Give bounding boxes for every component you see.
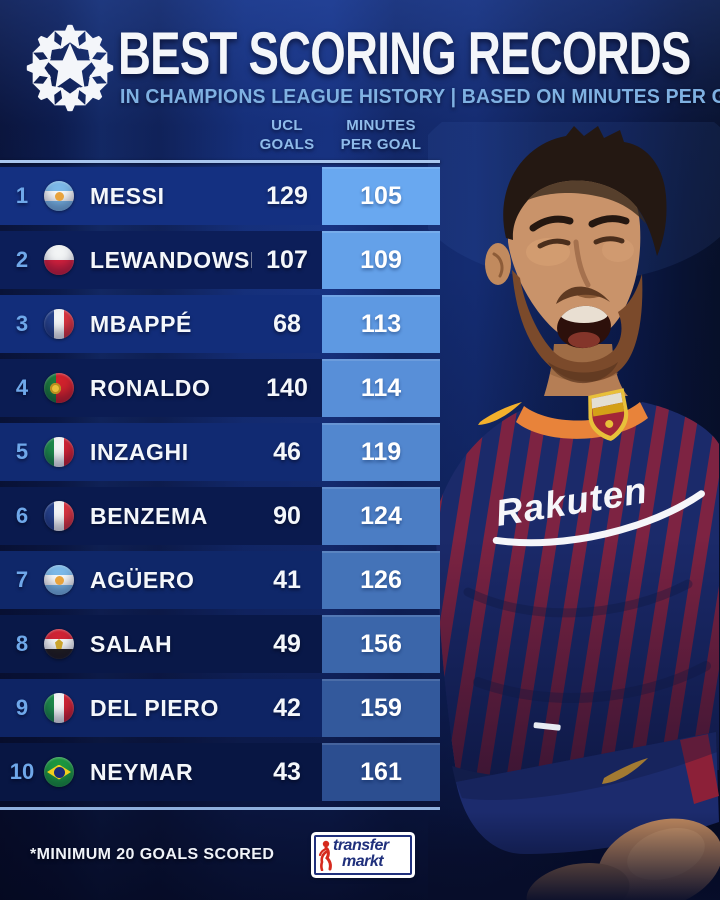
minutes-per-goal-value: 126 bbox=[322, 551, 440, 609]
minutes-per-goal-value: 113 bbox=[322, 295, 440, 353]
player-name: NEYMAR bbox=[90, 758, 194, 785]
player-name: BENZEMA bbox=[90, 502, 208, 529]
column-headers: UCL GOALS MINUTES PER GOAL bbox=[0, 116, 440, 154]
rank-number: 5 bbox=[15, 439, 29, 464]
player-name: MBAPPÉ bbox=[90, 310, 193, 337]
transfermarkt-word-top: transfer bbox=[333, 837, 389, 854]
country-flag-icon bbox=[44, 629, 74, 659]
ucl-goals-value: 42 bbox=[273, 693, 301, 722]
minutes-per-goal-value: 105 bbox=[322, 167, 440, 225]
country-flag-icon bbox=[44, 693, 74, 723]
table-row: 1 MESSI 129 105 bbox=[0, 167, 440, 225]
player-name: SALAH bbox=[90, 630, 173, 657]
rank-number: 4 bbox=[15, 375, 29, 400]
player-name: RONALDO bbox=[90, 374, 211, 401]
page-title: BEST SCORING RECORDS bbox=[118, 20, 691, 87]
ucl-goals-value: 107 bbox=[266, 245, 308, 274]
country-flag-icon bbox=[44, 181, 74, 211]
player-name: MESSI bbox=[90, 182, 165, 209]
records-rows: 1 MESSI 129 105 2 LEWANDOWSKI 107 109 3 … bbox=[0, 167, 440, 801]
player-name: AGÜERO bbox=[90, 566, 195, 593]
ucl-goals-value: 129 bbox=[266, 181, 308, 210]
rank-number: 6 bbox=[15, 503, 29, 528]
minutes-per-goal-value: 161 bbox=[322, 743, 440, 801]
transfermarkt-player-icon bbox=[318, 840, 332, 871]
ucl-goals-value: 43 bbox=[273, 757, 301, 786]
minutes-per-goal-value: 109 bbox=[322, 231, 440, 289]
table-row: 3 MBAPPÉ 68 113 bbox=[0, 295, 440, 353]
shirt-sponsor-text: Rakuten bbox=[493, 469, 651, 533]
minutes-per-goal-value: 159 bbox=[322, 679, 440, 737]
rank-number: 1 bbox=[15, 183, 29, 208]
messi-photo: Rakuten bbox=[428, 122, 720, 900]
ucl-goals-value: 90 bbox=[273, 501, 301, 530]
rank-number: 3 bbox=[15, 311, 29, 336]
player-name: LEWANDOWSKI bbox=[90, 246, 252, 273]
table-row: 5 INZAGHI 46 119 bbox=[0, 423, 440, 481]
mpg-header-line1: MINUTES bbox=[346, 117, 416, 134]
country-flag-icon bbox=[44, 437, 74, 467]
rank-number: 2 bbox=[15, 247, 29, 272]
country-flag-icon bbox=[44, 501, 74, 531]
minimum-goals-footnote: *MINIMUM 20 GOALS SCORED bbox=[30, 846, 275, 863]
mpg-header-line2: PER GOAL bbox=[340, 136, 422, 153]
ucl-goals-value: 46 bbox=[273, 437, 301, 466]
table-row: 8 SALAH 49 156 bbox=[0, 615, 440, 673]
ucl-goals-value: 140 bbox=[266, 373, 308, 402]
country-flag-icon bbox=[44, 565, 74, 595]
country-flag-icon bbox=[44, 309, 74, 339]
table-row: 9 DEL PIERO 42 159 bbox=[0, 679, 440, 737]
minutes-per-goal-value: 119 bbox=[322, 423, 440, 481]
ucl-goals-value: 49 bbox=[273, 629, 301, 658]
country-flag-icon bbox=[44, 757, 74, 787]
minutes-per-goal-value: 124 bbox=[322, 487, 440, 545]
ucl-goals-value: 41 bbox=[273, 565, 301, 594]
table-row: 6 BENZEMA 90 124 bbox=[0, 487, 440, 545]
transfermarkt-logo: transfer markt bbox=[314, 835, 412, 875]
table-bottom-rule bbox=[0, 807, 440, 810]
records-table: 1 MESSI 129 105 2 LEWANDOWSKI 107 109 3 … bbox=[0, 160, 440, 810]
table-row: 2 LEWANDOWSKI 107 109 bbox=[0, 231, 440, 289]
country-flag-icon bbox=[44, 245, 74, 275]
minutes-per-goal-column-header: MINUTES PER GOAL bbox=[322, 116, 440, 154]
table-row: 7 AGÜERO 41 126 bbox=[0, 551, 440, 609]
champions-league-logo-icon bbox=[26, 24, 114, 112]
rank-number: 8 bbox=[15, 631, 29, 656]
ucl-goals-header-line1: UCL bbox=[271, 117, 303, 134]
background-glow bbox=[428, 122, 720, 282]
ucl-goals-header-line2: GOALS bbox=[259, 136, 315, 153]
rank-number: 10 bbox=[9, 759, 35, 784]
minutes-per-goal-value: 114 bbox=[322, 359, 440, 417]
table-row: 4 RONALDO 140 114 bbox=[0, 359, 440, 417]
ucl-goals-column-header: UCL GOALS bbox=[252, 116, 322, 154]
minutes-per-goal-value: 156 bbox=[322, 615, 440, 673]
country-flag-icon bbox=[44, 373, 74, 403]
player-name: DEL PIERO bbox=[90, 694, 219, 721]
rank-number: 9 bbox=[15, 695, 29, 720]
player-name: INZAGHI bbox=[90, 438, 189, 465]
ucl-goals-value: 68 bbox=[273, 309, 301, 338]
table-top-rule bbox=[0, 160, 440, 163]
rank-number: 7 bbox=[15, 567, 29, 592]
transfermarkt-word-bottom: markt bbox=[342, 853, 384, 870]
table-row: 10 NEYMAR 43 161 bbox=[0, 743, 440, 801]
page-subtitle: IN CHAMPIONS LEAGUE HISTORY | BASED ON M… bbox=[120, 86, 720, 108]
